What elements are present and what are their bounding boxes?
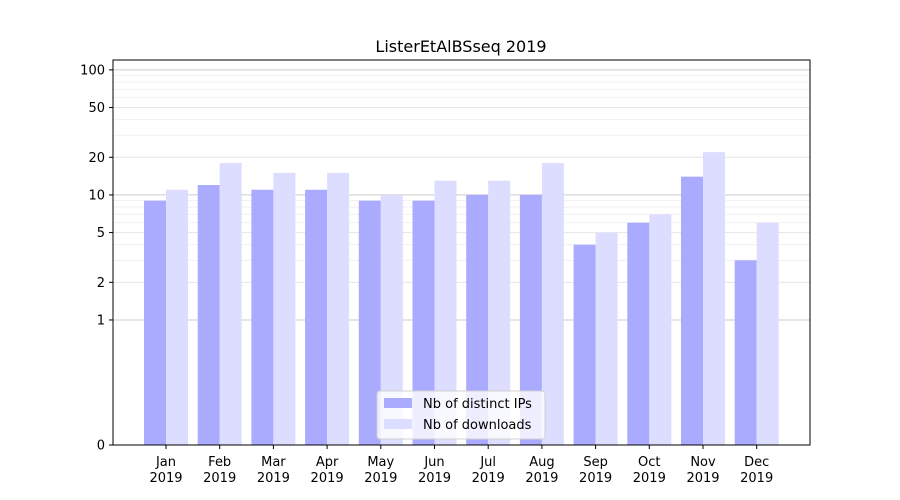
bar-downloads-may xyxy=(380,194,403,445)
legend-label: Nb of distinct IPs xyxy=(423,397,532,412)
bar-downloads-jul xyxy=(488,180,511,445)
x-tick-label-year: 2019 xyxy=(686,471,719,486)
x-tick-label-year: 2019 xyxy=(740,471,773,486)
bar-distinct-ips-apr xyxy=(305,189,328,445)
x-tick-label-month: Jul xyxy=(479,455,496,470)
x-tick-label-year: 2019 xyxy=(472,471,505,486)
bar-distinct-ips-dec xyxy=(734,260,757,445)
x-tick-label-year: 2019 xyxy=(633,471,666,486)
bar-distinct-ips-mar xyxy=(251,189,274,445)
y-tick-label: 10 xyxy=(88,188,105,203)
x-tick-label-month: Aug xyxy=(529,455,554,470)
bar-distinct-ips-jan xyxy=(144,200,166,445)
x-tick-label-year: 2019 xyxy=(364,471,397,486)
x-tick-label-month: Sep xyxy=(583,455,608,470)
bar-distinct-ips-sep xyxy=(573,244,596,445)
bar-distinct-ips-feb xyxy=(197,185,220,445)
bar-downloads-mar xyxy=(273,172,296,445)
x-tick-label-month: Jan xyxy=(155,455,176,470)
legend-label: Nb of downloads xyxy=(423,418,532,433)
y-tick-label: 50 xyxy=(88,101,105,116)
bar-distinct-ips-may xyxy=(358,200,381,445)
x-tick-label-year: 2019 xyxy=(203,471,236,486)
bar-downloads-aug xyxy=(541,163,564,445)
x-tick-label-year: 2019 xyxy=(579,471,612,486)
bar-downloads-sep xyxy=(595,232,618,445)
x-tick-label-year: 2019 xyxy=(311,471,344,486)
bar-distinct-ips-jul xyxy=(466,194,489,445)
x-tick-label-month: Nov xyxy=(690,455,716,470)
x-tick-label-year: 2019 xyxy=(257,471,290,486)
legend-swatch xyxy=(384,419,412,429)
legend-frame xyxy=(376,390,546,440)
bar-downloads-apr xyxy=(327,172,350,445)
bar-distinct-ips-jun xyxy=(412,200,435,445)
x-tick-label-month: Mar xyxy=(261,455,286,470)
y-tick-label: 0 xyxy=(97,439,105,454)
bar-downloads-jun xyxy=(434,180,457,445)
bar-downloads-feb xyxy=(219,163,242,445)
x-tick-label-month: Apr xyxy=(316,455,339,470)
legend: Nb of distinct IPs Nb of downloads xyxy=(376,390,546,440)
x-axis: Jan2019Feb2019Mar2019Apr2019May2019Jun20… xyxy=(149,445,773,486)
bar-distinct-ips-oct xyxy=(627,222,650,445)
y-tick-label: 5 xyxy=(97,226,105,241)
legend-swatch xyxy=(384,398,412,408)
x-tick-label-month: May xyxy=(367,455,394,470)
y-tick-label: 1 xyxy=(97,313,105,328)
bar-distinct-ips-nov xyxy=(681,176,703,445)
x-tick-label-month: Oct xyxy=(638,455,660,470)
bar-downloads-nov xyxy=(703,152,725,445)
bars-group xyxy=(144,152,779,445)
y-tick-label: 20 xyxy=(88,151,105,166)
bar-downloads-dec xyxy=(756,222,779,445)
x-tick-label-month: Dec xyxy=(744,455,769,470)
bar-distinct-ips-aug xyxy=(519,194,542,445)
y-axis: 0 1 2 5 10 20 50 100 xyxy=(80,63,113,454)
chart-title: ListerEtAlBSseq 2019 xyxy=(375,37,546,56)
y-tick-label: 2 xyxy=(97,276,105,291)
bar-downloads-oct xyxy=(649,214,672,445)
x-tick-label-year: 2019 xyxy=(149,471,182,486)
x-tick-label-year: 2019 xyxy=(418,471,451,486)
x-tick-label-month: Jun xyxy=(423,455,444,470)
y-tick-label: 100 xyxy=(80,63,105,78)
plot-area-frame xyxy=(112,59,811,446)
x-tick-label-year: 2019 xyxy=(525,471,558,486)
bar-downloads-jan xyxy=(166,189,188,445)
x-tick-label-month: Feb xyxy=(208,455,231,470)
